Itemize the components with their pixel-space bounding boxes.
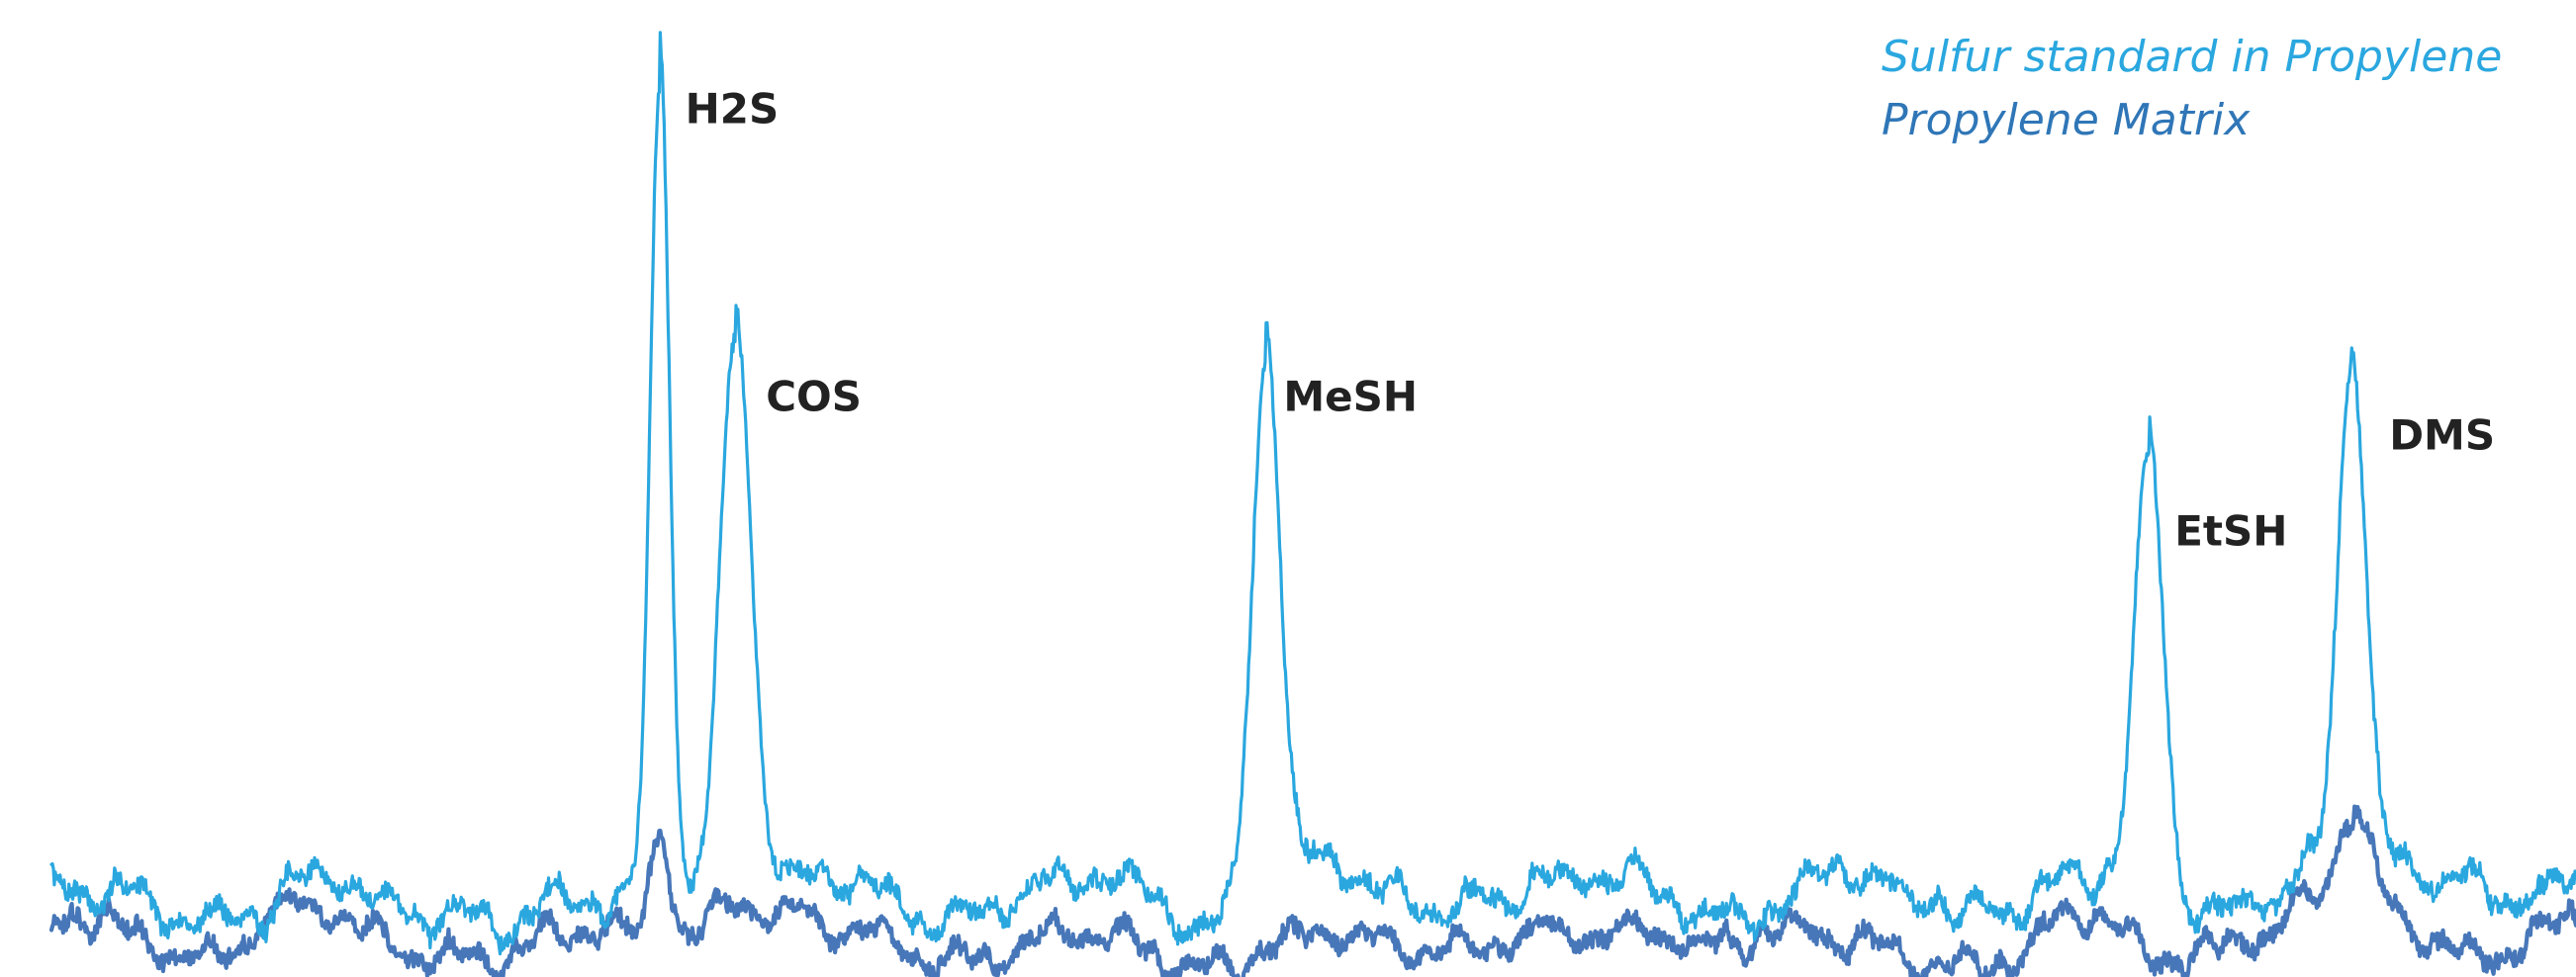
peak-label-etsh: EtSH xyxy=(2174,507,2287,556)
peak-label-cos: COS xyxy=(766,373,862,421)
peak-label-h2s: H2S xyxy=(686,85,780,133)
peak-label-dms: DMS xyxy=(2389,411,2495,460)
traces-group xyxy=(48,31,2576,977)
series-line-sulfur-standard xyxy=(49,31,2576,956)
peak-label-mesh: MeSH xyxy=(1283,373,1418,421)
legend: Sulfur standard in Propylene Propylene M… xyxy=(1882,32,2502,145)
legend-entry-sulfur-standard: Sulfur standard in Propylene xyxy=(1882,32,2502,82)
legend-entry-propylene-matrix: Propylene Matrix xyxy=(1882,95,2251,145)
series-line-propylene-matrix xyxy=(48,804,2576,977)
peak-labels-group: H2S COS MeSH EtSH DMS xyxy=(686,85,2496,556)
